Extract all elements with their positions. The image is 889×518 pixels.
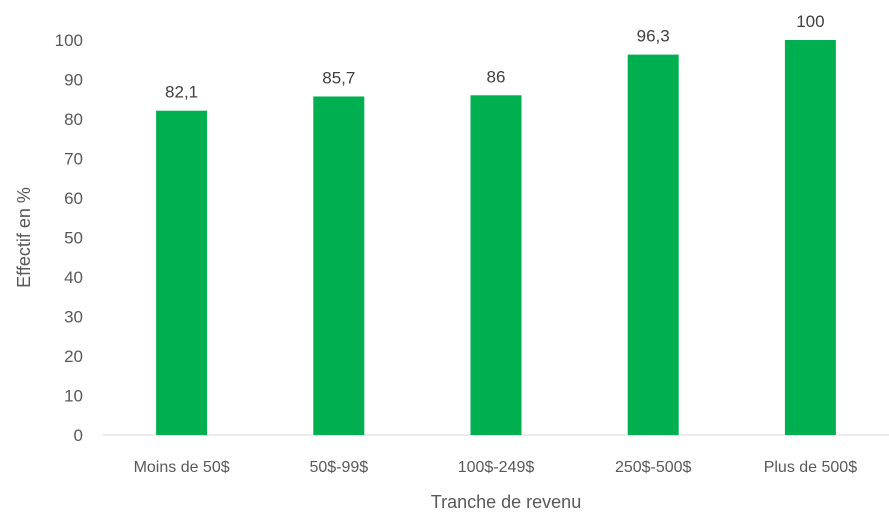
data-label: 100 xyxy=(796,12,824,31)
data-label: 82,1 xyxy=(165,83,198,102)
y-tick-label: 90 xyxy=(64,71,83,90)
data-label: 86 xyxy=(487,67,506,86)
y-axis-ticks: 0 10 20 30 40 50 60 70 80 90 100 xyxy=(55,31,83,445)
bar xyxy=(470,95,522,436)
y-tick-label: 30 xyxy=(64,308,83,327)
bar xyxy=(784,40,836,435)
y-tick-label: 40 xyxy=(64,268,83,287)
data-label: 85,7 xyxy=(322,68,355,87)
bar xyxy=(313,96,365,436)
x-tick-label: 100$-249$ xyxy=(458,459,535,476)
y-tick-label: 80 xyxy=(64,110,83,129)
y-tick-label: 50 xyxy=(64,229,83,248)
data-label: 96,3 xyxy=(637,27,670,46)
y-axis-title: Effectif en % xyxy=(14,187,34,288)
bars xyxy=(156,40,836,436)
y-tick-label: 70 xyxy=(64,150,83,169)
x-tick-label: Moins de 50$ xyxy=(134,459,230,476)
bar xyxy=(156,110,208,435)
x-axis-categories: Moins de 50$ 50$-99$ 100$-249$ 250$-500$ Plu… xyxy=(134,459,858,476)
y-tick-label: 60 xyxy=(64,189,83,208)
x-axis-title: Tranche de revenu xyxy=(431,492,581,512)
y-tick-label: 20 xyxy=(64,347,83,366)
y-tick-label: 100 xyxy=(55,31,83,50)
data-labels: 82,1 85,7 86 96,3 100 xyxy=(165,12,825,102)
x-tick-label: Plus de 500$ xyxy=(764,459,858,476)
y-tick-label: 10 xyxy=(64,387,83,406)
x-tick-label: 250$-500$ xyxy=(615,459,692,476)
x-tick-label: 50$-99$ xyxy=(309,459,368,476)
bar xyxy=(627,54,679,436)
y-tick-label: 0 xyxy=(74,426,83,445)
